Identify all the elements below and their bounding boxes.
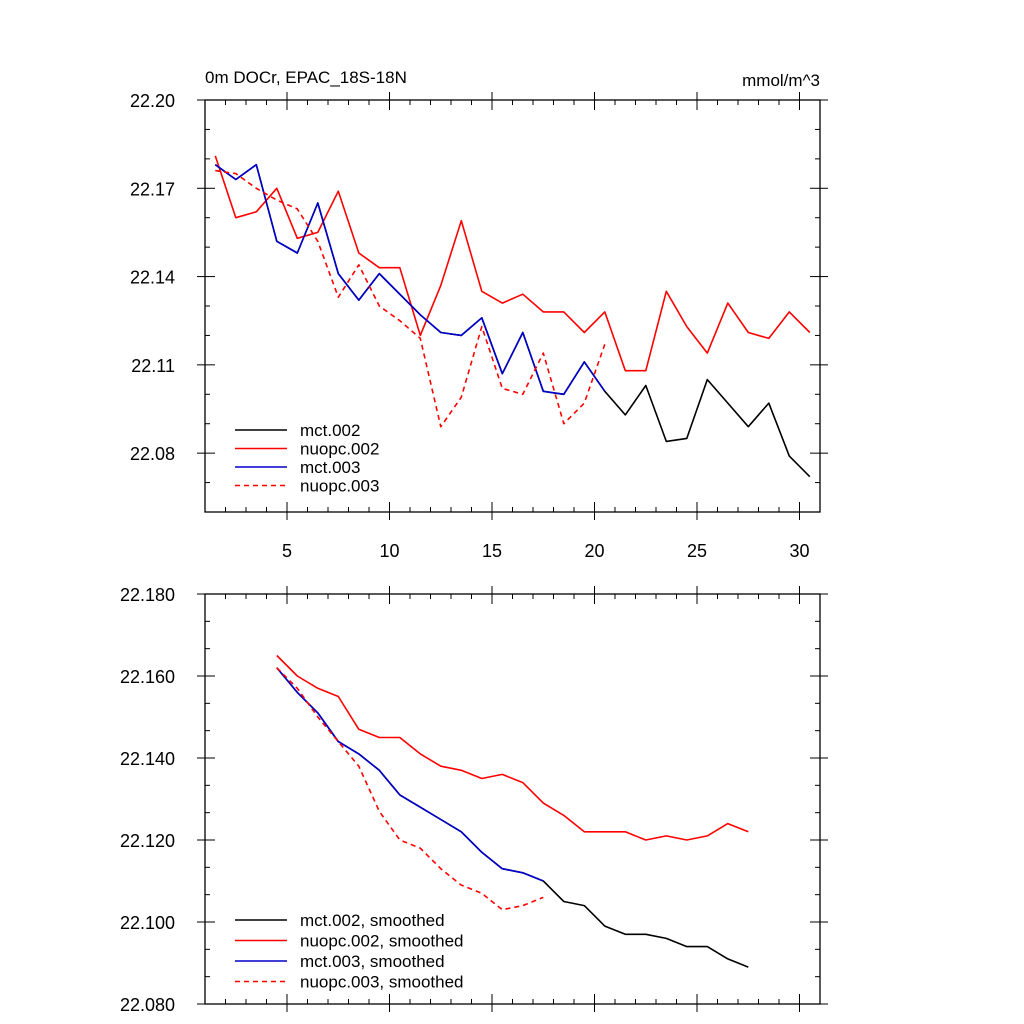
top-series-nuopc-003 — [215, 169, 606, 428]
bottom-legend-label-mct-003-smoothed: mct.003, smoothed — [300, 952, 445, 971]
top-x-tick-label: 20 — [584, 541, 604, 561]
top-x-tick-label: 5 — [282, 541, 292, 561]
bottom-y-tick-label: 22.080 — [120, 995, 175, 1015]
top-legend-label-mct-002: mct.002 — [300, 421, 360, 440]
chart-title: 0m DOCr, EPAC_18S-18N — [205, 68, 407, 87]
bottom-series-group — [276, 654, 749, 968]
top-x-tick-label: 25 — [687, 541, 707, 561]
bottom-y-tick-label: 22.140 — [120, 749, 175, 769]
top-series-nuopc-002 — [214, 155, 811, 372]
panel-top: 0m DOCr, EPAC_18S-18N mmol/m^3 5 10 15 20 25… — [130, 68, 828, 561]
units-label: mmol/m^3 — [742, 71, 820, 90]
top-x-tick-label: 15 — [482, 541, 502, 561]
top-plot-frame — [204, 99, 821, 513]
bottom-y-tick-label: 22.160 — [120, 667, 175, 687]
top-legend-label-nuopc-002: nuopc.002 — [300, 440, 379, 459]
bottom-legend-label-mct-002-smoothed: mct.002, smoothed — [300, 911, 445, 930]
bottom-y-tick-label: 22.180 — [120, 585, 175, 605]
top-tick-marks: 5 10 15 20 25 30 22.08 22.11 22.14 22.17 22.20 — [130, 91, 828, 561]
bottom-legend-label-nuopc-003-smoothed: nuopc.003, smoothed — [300, 973, 464, 992]
top-x-tick-label: 10 — [379, 541, 399, 561]
bottom-plot-frame — [204, 593, 821, 1005]
top-x-tick-label: 30 — [789, 541, 809, 561]
bottom-series-nuopc-003-smoothed — [276, 667, 544, 911]
bottom-y-tick-label: 22.100 — [120, 913, 175, 933]
top-series-group — [214, 155, 811, 478]
top-y-tick-label: 22.08 — [130, 444, 175, 464]
bottom-series-nuopc-002-smoothed — [276, 654, 749, 841]
top-y-tick-label: 22.14 — [130, 268, 175, 288]
top-legend-label-mct-003: mct.003 — [300, 458, 360, 477]
top-y-tick-label: 22.11 — [131, 356, 175, 376]
bottom-tick-marks: 22.080 22.100 22.120 22.140 22.160 22.180 — [120, 585, 828, 1015]
bottom-legend-label-nuopc-002-smoothed: nuopc.002, smoothed — [300, 932, 464, 951]
top-legend-label-nuopc-003: nuopc.003 — [300, 477, 379, 496]
top-y-tick-label: 22.20 — [130, 91, 175, 111]
bottom-y-tick-label: 22.120 — [120, 831, 175, 851]
top-y-tick-label: 22.17 — [130, 179, 175, 199]
bottom-series-mct-003-smoothed — [276, 667, 544, 882]
bottom-legend: mct.002, smoothed nuopc.002, smoothedmct.… — [235, 911, 464, 992]
top-series-mct-003 — [214, 163, 606, 396]
panel-bottom: 22.080 22.100 22.120 22.140 22.160 22.180 mct… — [120, 585, 828, 1015]
